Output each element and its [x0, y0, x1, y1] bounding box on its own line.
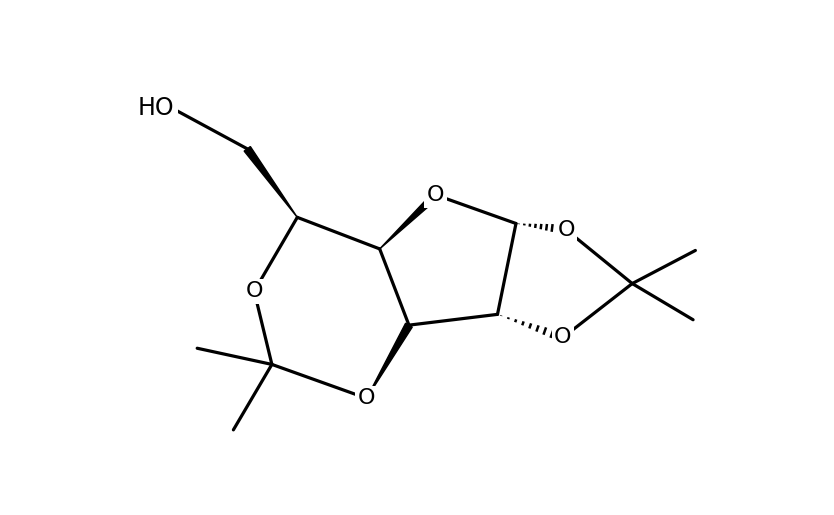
- Polygon shape: [244, 147, 297, 217]
- Text: O: O: [245, 281, 263, 301]
- Text: O: O: [555, 328, 571, 348]
- Text: O: O: [427, 185, 445, 205]
- Text: O: O: [358, 388, 375, 408]
- Text: HO: HO: [138, 96, 174, 120]
- Polygon shape: [367, 323, 412, 398]
- Polygon shape: [379, 192, 439, 249]
- Text: O: O: [557, 220, 575, 239]
